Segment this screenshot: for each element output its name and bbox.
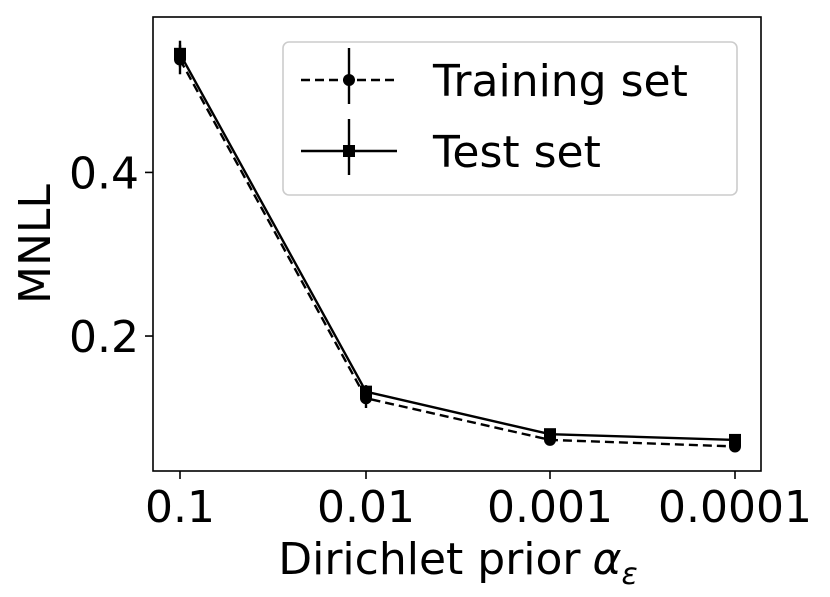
x-tick-label: 0.0001 (658, 482, 812, 533)
series-layer (174, 40, 741, 453)
plot-area (152, 16, 762, 472)
y-axis-ticks: 0.2 0.4 (69, 148, 153, 363)
legend-frame (282, 41, 738, 196)
data-point (729, 433, 741, 446)
data-point (544, 428, 556, 441)
legend: Training set Test set (282, 41, 738, 196)
legend-marker (343, 145, 355, 157)
x-axis-ticks: 0.1 0.01 0.001 0.0001 (145, 471, 812, 533)
x-tick-label: 0.01 (317, 482, 415, 533)
legend-label: Training set (432, 56, 688, 107)
x-tick-label: 0.001 (487, 482, 613, 533)
y-tick-label: 0.4 (69, 148, 139, 199)
series-line (178, 58, 736, 448)
x-tick-label: 0.1 (145, 482, 215, 533)
legend-item: Training set (301, 48, 688, 107)
x-axis-label-alpha: α (593, 534, 622, 585)
data-point (174, 47, 186, 60)
legend-entries: Training set Test set (301, 48, 688, 178)
y-tick-label: 0.2 (69, 312, 139, 363)
y-axis-label: MNLL (10, 184, 61, 304)
series-test (174, 40, 741, 446)
x-axis-label-subscript: ε (622, 557, 638, 592)
data-point (360, 385, 372, 398)
legend-item: Test set (301, 119, 601, 178)
legend-marker (343, 74, 355, 86)
series-line (178, 53, 736, 442)
x-axis-label-text: Dirichlet prior (278, 534, 581, 585)
x-axis-label: Dirichlet prior αε (278, 534, 638, 592)
legend-label: Test set (432, 127, 601, 178)
